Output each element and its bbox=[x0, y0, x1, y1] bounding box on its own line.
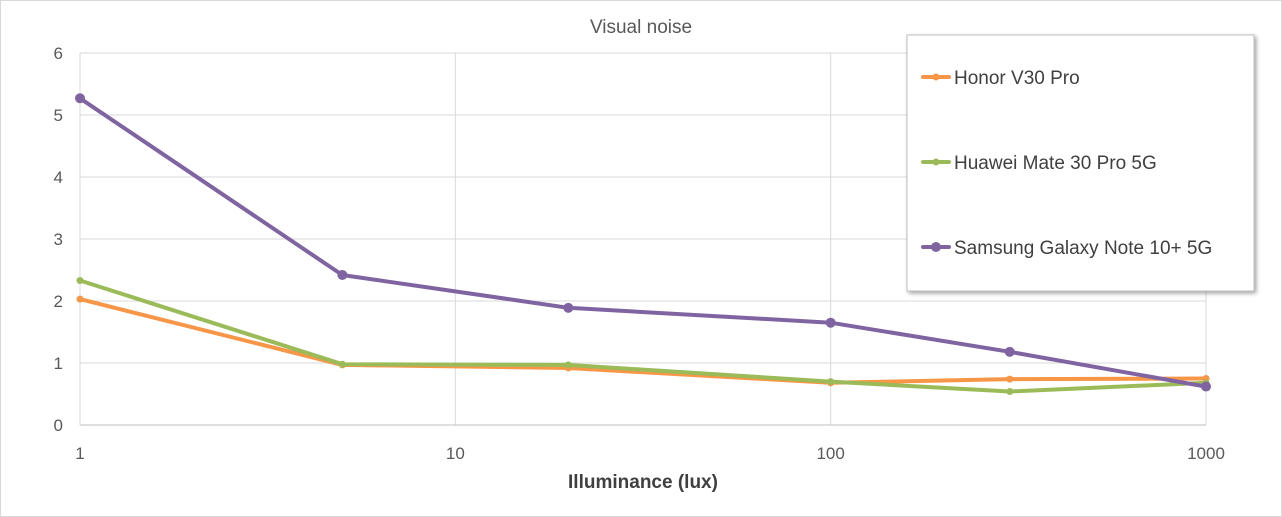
y-tick-label: 4 bbox=[54, 168, 63, 187]
x-axis-ticks: 1 10 100 1000 bbox=[75, 444, 1225, 463]
chart-title: Visual noise bbox=[590, 17, 692, 38]
data-point bbox=[1201, 381, 1211, 392]
data-point bbox=[1006, 375, 1014, 383]
legend-item: Huawei Mate 30 Pro 5G bbox=[921, 153, 1157, 174]
legend-item: Samsung Galaxy Note 10+ 5G bbox=[921, 238, 1212, 259]
legend-marker bbox=[932, 158, 940, 166]
x-tick-label: 10 bbox=[446, 444, 465, 463]
legend-label: Samsung Galaxy Note 10+ 5G bbox=[954, 238, 1212, 259]
series-line bbox=[78, 297, 1208, 385]
data-point bbox=[76, 277, 84, 285]
data-point bbox=[338, 360, 346, 368]
data-point bbox=[1006, 388, 1014, 396]
legend-marker bbox=[931, 242, 941, 252]
legend-item: Honor V30 Pro bbox=[921, 68, 1080, 89]
gridlines bbox=[79, 52, 1207, 425]
data-point bbox=[564, 361, 572, 369]
y-tick-label: 1 bbox=[54, 354, 63, 373]
data-point bbox=[563, 302, 574, 313]
data-point bbox=[825, 317, 836, 328]
x-tick-label: 1000 bbox=[1187, 444, 1225, 463]
data-point bbox=[827, 378, 835, 386]
series-line bbox=[78, 278, 1208, 394]
series-line bbox=[78, 96, 1208, 389]
legend-marker bbox=[932, 73, 940, 81]
data-point bbox=[75, 93, 85, 104]
legend-box bbox=[906, 34, 1255, 292]
y-tick-label: 3 bbox=[54, 230, 63, 249]
x-tick-label: 100 bbox=[816, 444, 844, 463]
y-tick-label: 5 bbox=[54, 106, 63, 125]
legend-label: Honor V30 Pro bbox=[954, 68, 1080, 89]
series-2 bbox=[75, 93, 1211, 392]
axes bbox=[79, 53, 1206, 426]
data-point bbox=[76, 295, 84, 303]
series-0 bbox=[76, 295, 1210, 387]
series-lines bbox=[75, 93, 1211, 396]
legend: Honor V30 Pro Huawei Mate 30 Pro 5G Samsun… bbox=[906, 34, 1255, 292]
y-tick-label: 2 bbox=[54, 292, 63, 311]
x-tick-label: 1 bbox=[75, 444, 84, 463]
data-point bbox=[337, 269, 348, 280]
x-axis-label: Illuminance (lux) bbox=[568, 472, 718, 493]
y-tick-label: 6 bbox=[54, 44, 63, 63]
data-point bbox=[1004, 346, 1015, 357]
legend-label: Huawei Mate 30 Pro 5G bbox=[954, 153, 1157, 174]
y-tick-label: 0 bbox=[54, 416, 63, 435]
y-axis-ticks: 0 1 2 3 4 5 6 bbox=[54, 44, 63, 435]
